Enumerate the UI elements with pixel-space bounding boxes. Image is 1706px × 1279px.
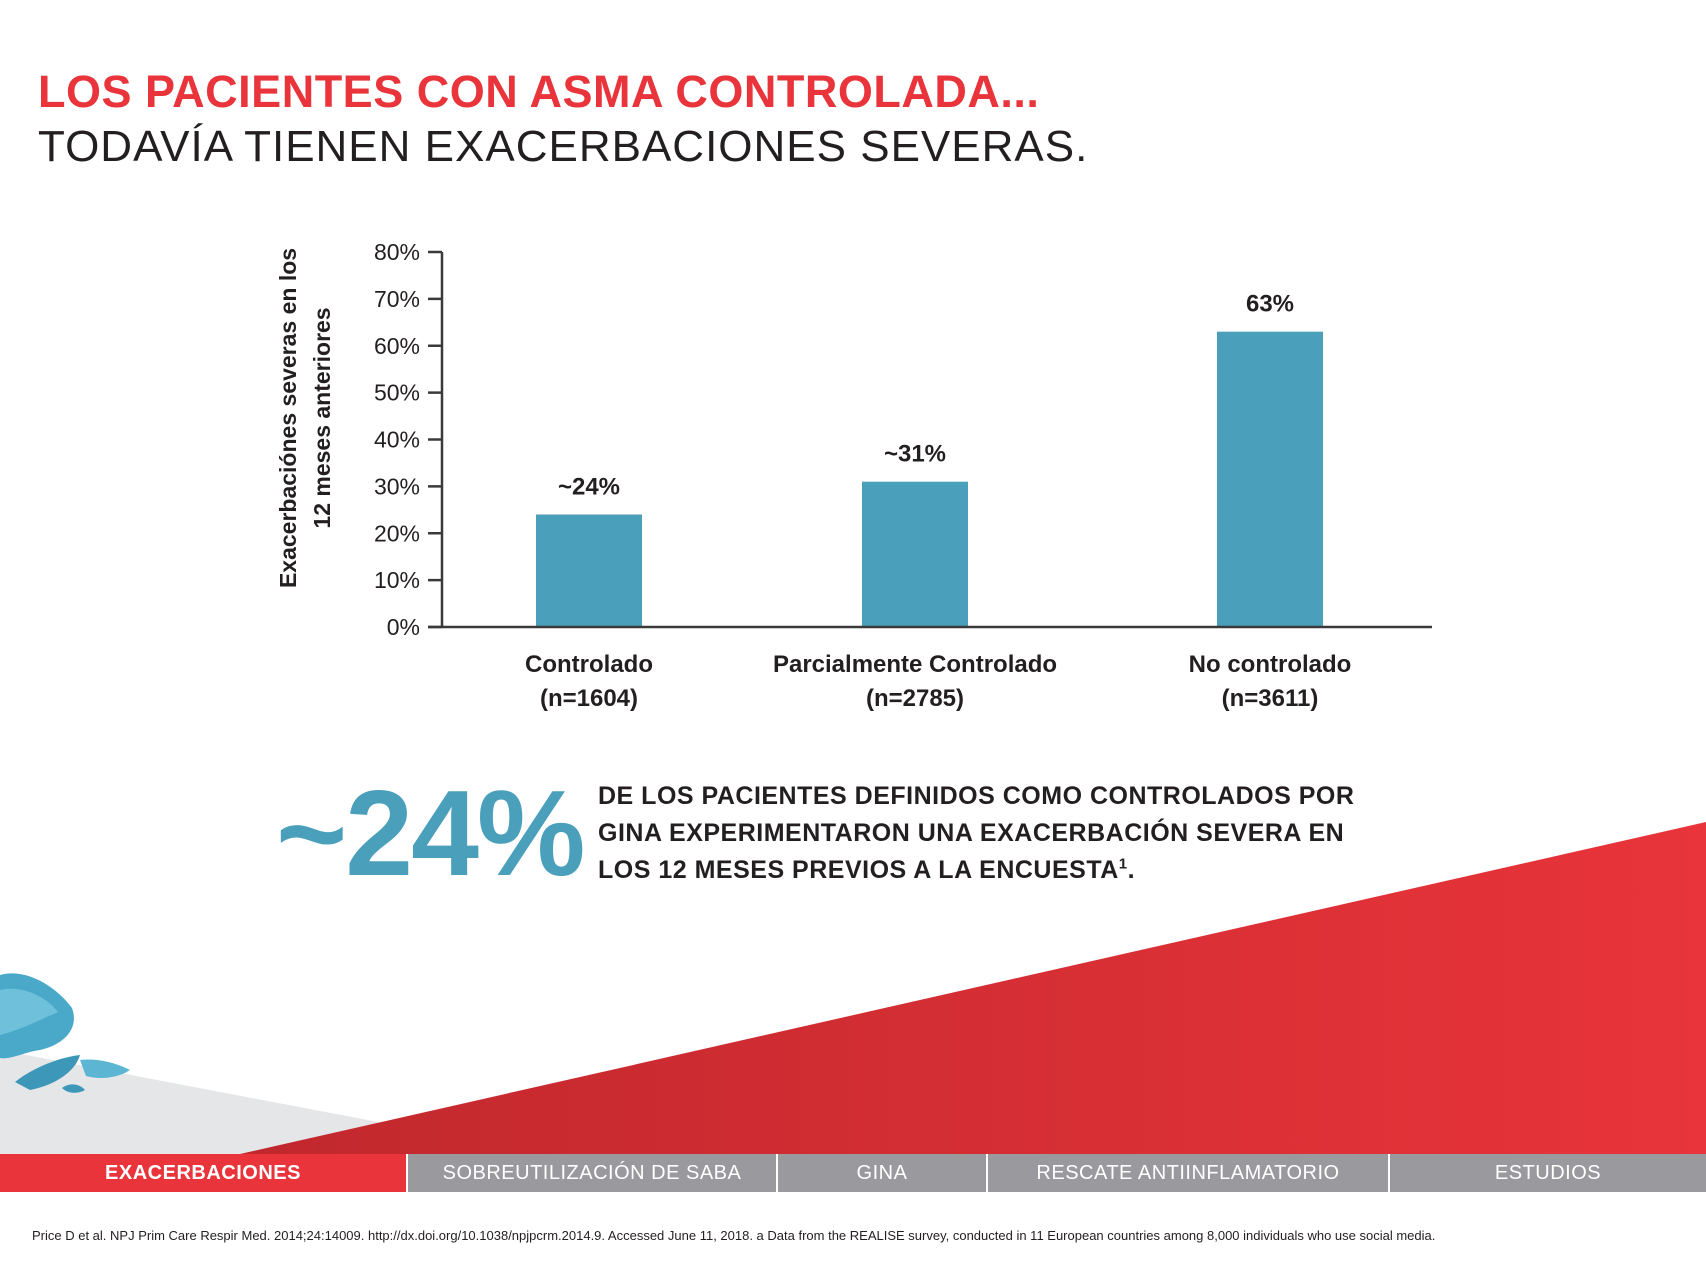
category-sample-size: (n=3611) — [1222, 685, 1319, 712]
title-secondary: TODAVÍA TIENEN EXACERBACIONES SEVERAS. — [38, 122, 1089, 171]
y-tick-label: 0% — [387, 614, 420, 640]
footnote-citation: Price D et al. NPJ Prim Care Respir Med.… — [32, 1228, 1436, 1243]
bar — [1217, 331, 1323, 627]
bar-data-label: ~31% — [884, 441, 946, 468]
bottom-navigation: EXACERBACIONES SOBREUTILIZACIÓN DE SABA … — [0, 1154, 1706, 1192]
nav-tab-label: EXACERBACIONES — [105, 1161, 301, 1184]
y-tick-label: 20% — [374, 520, 420, 546]
nav-tab-label: RESCATE ANTIINFLAMATORIO — [1036, 1161, 1340, 1184]
nav-tab-sobreutilizacion-saba[interactable]: SOBREUTILIZACIÓN DE SABA — [408, 1154, 778, 1192]
y-tick-label: 80% — [374, 239, 420, 265]
bar-data-label: ~24% — [558, 474, 620, 501]
category-label: No controlado — [1189, 651, 1352, 678]
title-primary: LOS PACIENTES CON ASMA CONTROLADA... — [38, 66, 1040, 117]
nav-tab-rescate-antiinflamatorio[interactable]: RESCATE ANTIINFLAMATORIO — [988, 1154, 1390, 1192]
y-tick-label: 60% — [374, 333, 420, 359]
nav-tab-label: ESTUDIOS — [1494, 1161, 1602, 1184]
y-tick-label: 10% — [374, 567, 420, 593]
nav-tab-exacerbaciones[interactable]: EXACERBACIONES — [0, 1154, 408, 1192]
broken-shell-illustration — [0, 973, 130, 1093]
category-sample-size: (n=1604) — [540, 685, 638, 712]
y-tick-label: 50% — [374, 380, 420, 406]
category-label: Controlado — [525, 651, 653, 678]
bar-data-label: 63% — [1246, 291, 1294, 318]
y-axis-label-line2: 12 meses anteriores — [309, 307, 335, 528]
nav-tab-label: GINA — [856, 1161, 908, 1184]
nav-tab-estudios[interactable]: ESTUDIOS — [1390, 1154, 1706, 1192]
y-tick-label: 70% — [374, 286, 420, 312]
callout-end: . — [1127, 856, 1136, 884]
y-axis-label-line1: Exacerbaciónes severas en los — [275, 248, 301, 588]
nav-tab-gina[interactable]: GINA — [778, 1154, 988, 1192]
red-wedge-shape — [240, 822, 1706, 1154]
bar — [536, 514, 642, 627]
callout-text: DE LOS PACIENTES DEFINIDOS COMO CONTROLA… — [598, 782, 1355, 884]
category-sample-size: (n=2785) — [866, 685, 964, 712]
callout-statement: DE LOS PACIENTES DEFINIDOS COMO CONTROLA… — [598, 778, 1398, 889]
category-label: Parcialmente Controlado — [773, 651, 1057, 678]
nav-tab-label: SOBREUTILIZACIÓN DE SABA — [442, 1161, 742, 1184]
callout-percentage: ~24% — [276, 765, 585, 901]
y-tick-label: 40% — [374, 427, 420, 453]
bar-chart: Exacerbaciónes severas en los 12 meses a… — [275, 239, 1432, 712]
y-tick-label: 30% — [374, 473, 420, 499]
bar — [862, 481, 968, 627]
callout-reference: 1 — [1118, 855, 1128, 873]
